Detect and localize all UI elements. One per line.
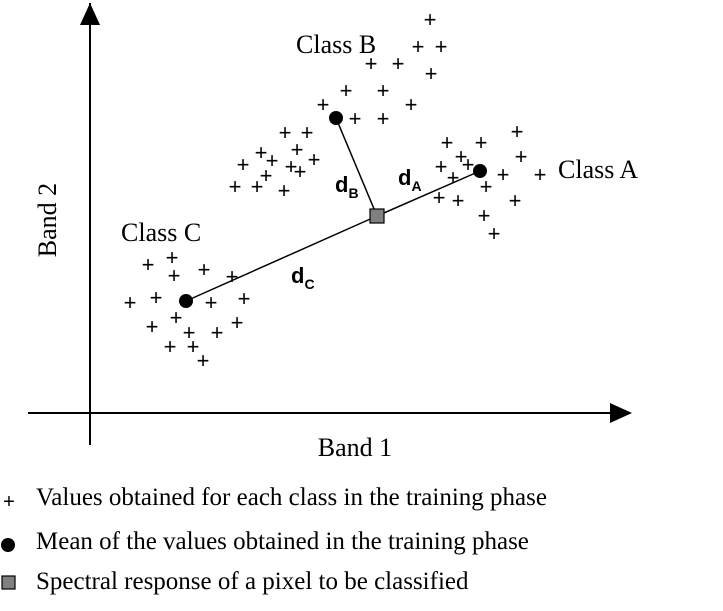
training-sample-plus: + <box>365 51 378 76</box>
training-sample-plus: + <box>142 252 155 277</box>
y-axis-label: Band 2 <box>33 183 62 257</box>
training-sample-plus: + <box>266 148 279 173</box>
training-sample-plus: + <box>478 203 491 228</box>
training-sample-plus: + <box>211 320 224 345</box>
training-sample-plus: + <box>435 34 448 59</box>
pixel-square <box>369 208 385 224</box>
training-sample-plus: + <box>441 130 454 155</box>
training-samples: ++ ++ + ++ ++ ++ +++ +++ + ++ + ++ ++++++ ++++ ++ +++ + +… <box>124 7 547 373</box>
training-sample-plus: + <box>447 165 460 190</box>
class-a-mean <box>473 164 487 178</box>
training-sample-plus: + <box>377 106 390 131</box>
training-sample-plus: + <box>340 78 353 103</box>
training-sample-plus: + <box>168 263 181 288</box>
training-sample-plus: + <box>480 174 493 199</box>
training-sample-plus: + <box>515 144 528 169</box>
y-axis-arrowhead <box>80 3 100 25</box>
training-sample-plus: + <box>291 137 304 162</box>
distance-line-c <box>185 215 378 302</box>
training-sample-plus: + <box>475 130 488 155</box>
training-sample-plus: + <box>255 140 268 165</box>
class-a-label: Class A <box>558 155 638 184</box>
training-sample-plus: + <box>509 188 522 213</box>
training-sample-plus: + <box>433 185 446 210</box>
training-sample-plus: + <box>183 320 196 345</box>
training-sample-plus: + <box>197 348 210 373</box>
training-sample-plus: + <box>205 290 218 315</box>
training-sample-plus: + <box>251 174 264 199</box>
class-c-label: Class C <box>121 218 201 247</box>
training-sample-plus: + <box>435 154 448 179</box>
training-sample-plus: + <box>229 174 242 199</box>
training-sample-plus: + <box>425 61 438 86</box>
distance-line-a <box>376 170 481 217</box>
training-sample-plus: + <box>405 92 418 117</box>
distance-line-b <box>335 117 378 217</box>
legend-mean-icon <box>1 538 15 552</box>
training-sample-plus: + <box>285 154 298 179</box>
training-sample-plus: + <box>317 92 330 117</box>
training-sample-plus: + <box>279 120 292 145</box>
training-sample-plus: + <box>497 162 510 187</box>
training-sample-plus: + <box>377 78 390 103</box>
training-sample-plus: + <box>231 310 244 335</box>
legend-mean-values-text: Mean of the values obtained in the train… <box>36 528 529 555</box>
distance-label-c: dC <box>291 263 315 292</box>
training-sample-plus: + <box>455 144 468 169</box>
training-sample-plus: + <box>462 152 475 177</box>
training-sample-plus: + <box>278 178 291 203</box>
training-sample-plus: + <box>294 159 307 184</box>
training-sample-plus: + <box>301 120 314 145</box>
training-sample-plus: + <box>187 334 200 359</box>
training-sample-plus: + <box>170 305 183 330</box>
training-sample-plus: + <box>260 163 273 188</box>
distance-label-b: dB <box>335 172 359 201</box>
distance-label-a: dA <box>398 165 422 194</box>
training-sample-plus: + <box>150 285 163 310</box>
training-sample-plus: + <box>349 106 362 131</box>
legend: + Values obtained for each class in the … <box>1 484 547 595</box>
class-c-mean <box>179 294 193 308</box>
training-sample-plus: + <box>146 314 159 339</box>
training-sample-plus: + <box>452 188 465 213</box>
legend-training-values-text: Values obtained for each class in the tr… <box>36 484 547 511</box>
class-b-mean <box>329 111 343 125</box>
training-sample-plus: + <box>392 51 405 76</box>
training-sample-plus: + <box>166 245 179 270</box>
training-sample-plus: + <box>534 162 547 187</box>
training-sample-plus: + <box>511 119 524 144</box>
training-sample-plus: + <box>238 286 251 311</box>
training-sample-plus: + <box>164 334 177 359</box>
training-sample-plus: + <box>308 147 321 172</box>
x-axis-arrowhead <box>610 403 632 423</box>
legend-plus-icon: + <box>3 491 15 513</box>
legend-pixel-response-text: Spectral response of a pixel to be class… <box>36 568 469 595</box>
training-sample-plus: + <box>412 34 425 59</box>
legend-pixel-icon <box>1 575 16 590</box>
training-sample-plus: + <box>237 152 250 177</box>
training-sample-plus: + <box>226 264 239 289</box>
training-sample-plus: + <box>424 7 437 32</box>
x-axis-label: Band 1 <box>318 433 392 462</box>
class-b-label: Class B <box>296 30 376 59</box>
training-sample-plus: + <box>124 290 137 315</box>
training-sample-plus: + <box>488 221 501 246</box>
training-sample-plus: + <box>198 257 211 282</box>
